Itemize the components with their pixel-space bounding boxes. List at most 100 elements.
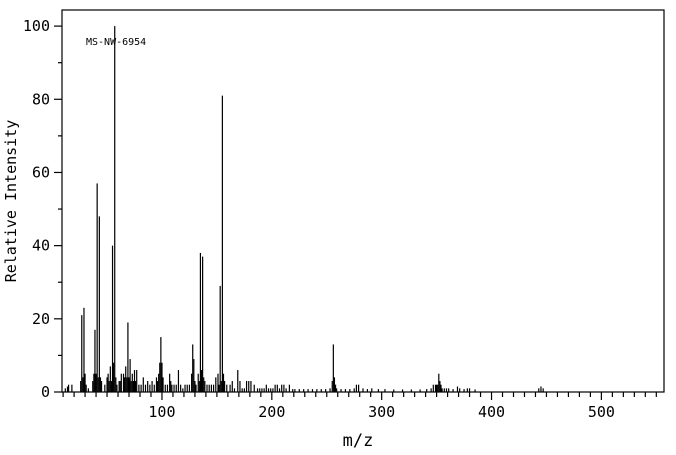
peak-line (120, 373, 122, 392)
peak-line (440, 384, 442, 392)
peak-line (193, 359, 195, 392)
peak-line (114, 26, 116, 393)
peak-line (100, 381, 103, 392)
y-tick-label: 80 (32, 90, 50, 108)
peak-line (294, 389, 296, 392)
peak-line (99, 377, 102, 392)
peak-line (241, 388, 243, 392)
peak-line (153, 384, 155, 392)
peak-line (349, 389, 351, 392)
peak-line (113, 362, 115, 392)
peak-line (80, 381, 82, 392)
peak-line (200, 370, 203, 392)
peak-line (217, 373, 219, 392)
peak-line (182, 388, 184, 392)
peak-line (329, 388, 331, 392)
peak-line (239, 381, 241, 392)
peak-line (140, 384, 142, 392)
peak-line (126, 377, 128, 392)
peak-line (401, 389, 404, 392)
peak-line (151, 381, 153, 392)
peak-line (161, 362, 163, 392)
peak-line (231, 381, 233, 392)
peak-line (540, 386, 542, 392)
peak-line (445, 388, 448, 392)
peak-line (332, 344, 334, 392)
peak-line (237, 370, 239, 392)
peak-line (110, 381, 113, 392)
peak-line (248, 381, 250, 392)
peak-line (96, 183, 98, 392)
peak-line (191, 373, 193, 392)
peak-line (138, 384, 140, 392)
peak-line (109, 366, 111, 392)
peak-line (432, 384, 434, 392)
peak-line (256, 388, 259, 392)
peak-line (93, 373, 95, 392)
peak-line (106, 377, 108, 392)
peak-line (149, 384, 151, 392)
peak-line (64, 388, 66, 392)
peak-line (155, 377, 158, 392)
peak-line (226, 384, 228, 392)
peak-line (358, 384, 360, 392)
peak-line (162, 377, 164, 392)
peak-line (325, 389, 327, 392)
peak-line (221, 95, 223, 392)
x-tick-label: 500 (588, 403, 615, 421)
peak-line (97, 377, 99, 392)
peak-line (456, 386, 459, 392)
peak-line (334, 384, 337, 392)
x-axis-title: m/z (343, 431, 374, 451)
peak-line (118, 381, 120, 392)
peak-line (272, 388, 274, 392)
peak-line (384, 389, 386, 392)
y-tick-label: 60 (32, 163, 50, 181)
peak-line (87, 388, 89, 392)
peak-line (144, 384, 147, 392)
peak-line (298, 389, 300, 392)
peak-line (377, 389, 379, 392)
peak-line (316, 389, 318, 392)
y-tick-label: 20 (32, 310, 50, 328)
peak-line (426, 389, 428, 392)
peak-line (438, 373, 440, 392)
peak-line (116, 384, 118, 392)
peak-line (125, 366, 127, 392)
x-tick-label: 100 (148, 403, 175, 421)
peak-line (84, 373, 86, 392)
peak-line (466, 388, 468, 392)
peak-line (212, 384, 215, 392)
peak-line (542, 388, 544, 392)
peak-line (203, 377, 205, 392)
peak-line (67, 384, 70, 392)
peak-line (202, 256, 204, 392)
peak-line (166, 384, 169, 392)
peak-line (156, 381, 159, 392)
peak-line (204, 381, 206, 392)
x-tick-label: 200 (258, 403, 285, 421)
peak-line (410, 389, 412, 392)
peak-line (180, 384, 182, 392)
peak-line (336, 388, 338, 392)
peak-line (311, 389, 314, 392)
peak-line (261, 388, 263, 392)
peak-line (281, 384, 283, 392)
peak-line (292, 389, 294, 392)
y-tick-label: 40 (32, 237, 50, 255)
peak-line (132, 381, 135, 392)
peak-line (463, 389, 465, 392)
peak-line (199, 252, 202, 392)
axis-tick-labels: 100 200 300 400 500 0 20 40 60 80 100 (23, 17, 615, 421)
y-tick-label: 0 (41, 383, 50, 401)
peak-line (270, 388, 272, 392)
peak-line (108, 381, 110, 392)
peak-line (288, 384, 290, 392)
peak-line (85, 384, 87, 392)
spectrum-id-label: MS-NW-6954 (86, 37, 146, 48)
peak-line (362, 388, 364, 392)
peak-line (250, 381, 252, 392)
peak-line (263, 388, 265, 392)
y-tick-label: 100 (23, 17, 50, 35)
